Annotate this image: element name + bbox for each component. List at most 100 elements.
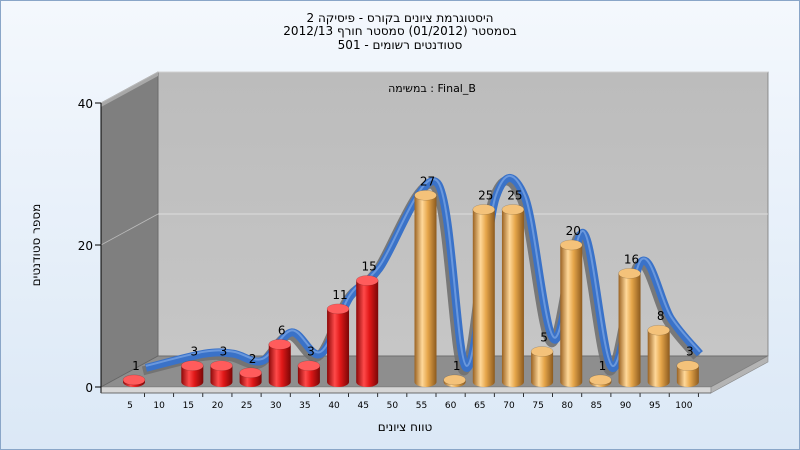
bar-top	[210, 360, 233, 371]
chart-subtitle: במשימה : Final_B	[388, 82, 476, 95]
bar-value-label: 25	[478, 189, 493, 203]
bar-value-label: 3	[686, 345, 694, 359]
bar-top	[618, 268, 641, 279]
x-tick-label: 20	[212, 401, 224, 411]
x-tick-label: 90	[620, 401, 632, 411]
bar-value-label: 16	[624, 252, 639, 266]
bar	[297, 360, 321, 387]
bar-value-label: 15	[362, 260, 377, 274]
bar-top	[589, 374, 612, 386]
bar	[181, 360, 204, 387]
x-axis-label: טווח ציונים	[378, 420, 433, 434]
y-tick-label: 20	[78, 239, 93, 253]
bar-body	[356, 280, 379, 387]
bar-value-label: 27	[420, 174, 435, 188]
wall-top-edge	[101, 72, 158, 107]
bar	[472, 204, 496, 387]
bar	[443, 374, 466, 387]
bar-top	[560, 239, 583, 251]
bar	[501, 204, 525, 387]
x-tick-label: 70	[503, 401, 515, 411]
y-tick-label: 40	[78, 97, 93, 111]
bar-top	[122, 374, 146, 386]
bar	[355, 275, 379, 387]
bar-body	[297, 365, 320, 387]
bar-top	[326, 303, 350, 315]
bar	[268, 339, 291, 387]
bar-value-label: 3	[190, 345, 198, 359]
floor-side-edge	[710, 355, 769, 394]
bar-top	[472, 204, 496, 215]
chart-title-line-3: 501 - סטודנטים רשומים	[337, 38, 463, 52]
bar-value-label: 20	[566, 224, 581, 238]
bar-body	[501, 209, 524, 387]
bar-body	[676, 365, 699, 387]
bar-value-label: 25	[507, 189, 522, 203]
bar-value-label: 3	[220, 345, 228, 359]
x-tick-label: 60	[445, 401, 457, 411]
x-tick-label: 45	[357, 401, 368, 411]
bar-body	[560, 245, 583, 387]
bar-top	[239, 367, 262, 379]
x-tick-label: 25	[241, 401, 252, 411]
chart-title-line-2: בסמסטר (01/2012) סמסטר חורף 2012/13	[283, 24, 517, 38]
bar-body	[531, 351, 554, 387]
bar	[676, 360, 700, 387]
y-tick-label: 0	[85, 381, 93, 395]
bar	[618, 268, 641, 387]
grid-line-side	[100, 71, 159, 104]
bar-body	[181, 365, 204, 387]
x-tick-label: 85	[591, 401, 602, 411]
bar-top	[647, 324, 670, 336]
bar-top	[443, 374, 466, 386]
bar-body	[647, 330, 670, 387]
x-tick-label: 100	[675, 401, 692, 411]
bar	[414, 190, 437, 387]
bar-value-label: 1	[599, 359, 607, 373]
bar-top	[414, 190, 437, 201]
bar-body	[268, 344, 291, 387]
x-tick-label: 35	[299, 401, 310, 411]
bar-body	[414, 195, 437, 387]
x-tick-label: 80	[562, 401, 574, 411]
y-axis-label: מספר סטודנטים	[29, 204, 43, 287]
bar	[589, 374, 612, 387]
grid-line-side	[100, 213, 159, 246]
x-tick-label: 65	[474, 401, 485, 411]
x-tick-label: 30	[270, 401, 282, 411]
x-tick-label: 10	[153, 401, 165, 411]
x-tick-label: 95	[649, 401, 660, 411]
bar-top	[501, 204, 525, 215]
bar-top	[297, 360, 321, 371]
bar-value-label: 5	[540, 331, 548, 345]
chart-title-line-1: היסטוגרמת ציונים בקורס - פיסיקה 2	[306, 11, 494, 25]
bar-top	[530, 346, 554, 357]
x-tick-label: 15	[183, 401, 194, 411]
bar-body	[618, 273, 641, 387]
bar-top	[355, 275, 379, 286]
bar-value-label: 6	[278, 323, 286, 337]
x-tick-label: 50	[387, 401, 399, 411]
bar	[122, 374, 146, 387]
bar-body	[327, 308, 350, 387]
bar	[239, 367, 262, 387]
x-tick-label: 40	[328, 401, 340, 411]
bar-value-label: 2	[249, 352, 257, 366]
bar-body	[472, 209, 495, 387]
x-tick-label: 75	[532, 401, 543, 411]
floor-front-edge	[100, 386, 712, 394]
bar-body	[210, 365, 233, 387]
bar	[530, 346, 554, 387]
bar-top	[181, 360, 204, 371]
bar-value-label: 1	[453, 359, 461, 373]
x-tick-label: 55	[416, 401, 427, 411]
bar-value-label: 3	[307, 345, 315, 359]
bar-top	[268, 339, 291, 350]
bar	[647, 324, 670, 387]
bar-value-label: 8	[657, 309, 665, 323]
bar-top	[676, 360, 700, 371]
bar	[326, 303, 350, 387]
bar	[560, 239, 583, 387]
bar-value-label: 11	[332, 288, 347, 302]
